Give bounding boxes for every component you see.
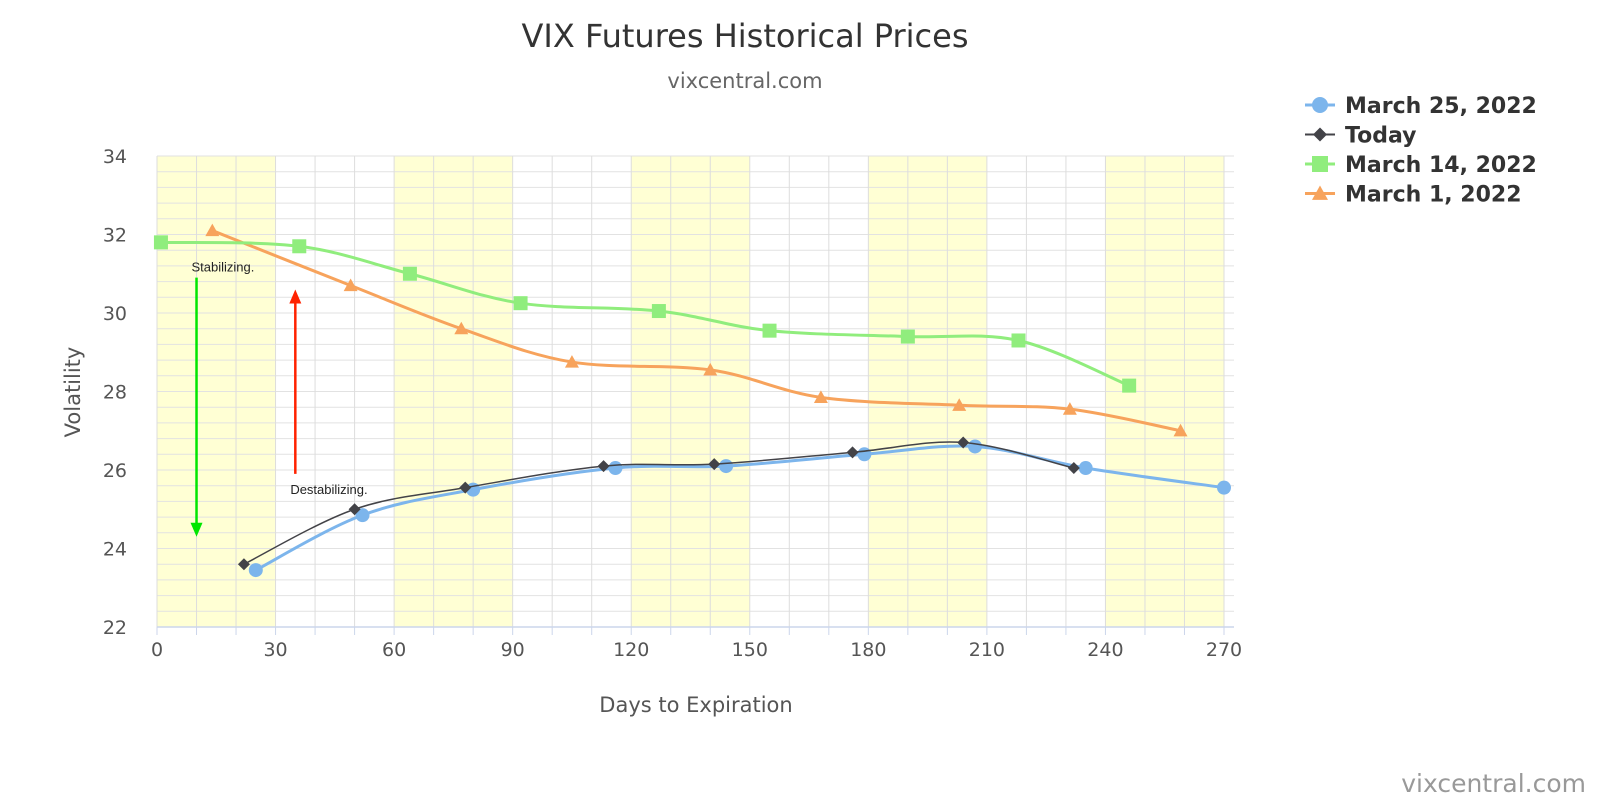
annotation-up: Destabilizing. <box>289 289 368 497</box>
y-tick-label: 22 <box>103 617 127 639</box>
data-point[interactable] <box>348 503 361 516</box>
data-point[interactable] <box>968 439 983 454</box>
legend-item[interactable]: March 1, 2022 <box>1305 183 1522 208</box>
y-tick-label: 30 <box>103 303 127 325</box>
chart-title: VIX Futures Historical Prices <box>522 17 969 55</box>
data-point[interactable] <box>813 390 828 403</box>
legend-item[interactable]: Today <box>1305 124 1416 149</box>
data-point[interactable] <box>292 239 307 254</box>
chart-subtitle: vixcentral.com <box>667 69 822 93</box>
x-tick-label: 210 <box>969 639 1005 661</box>
annotations: Stabilizing. Destabilizing. <box>190 260 368 537</box>
data-point[interactable] <box>1062 402 1077 415</box>
annotation-arrow-head <box>190 522 203 537</box>
x-axis-title: Days to Expiration <box>599 693 792 717</box>
data-point[interactable] <box>651 304 666 319</box>
legend-label[interactable]: March 25, 2022 <box>1345 94 1537 119</box>
data-point[interactable] <box>1173 423 1188 437</box>
y-tick-label: 28 <box>103 382 127 404</box>
legend-label[interactable]: March 1, 2022 <box>1345 183 1522 208</box>
x-tick-label: 30 <box>263 639 287 661</box>
data-point[interactable] <box>248 563 263 578</box>
data-point[interactable] <box>454 321 469 335</box>
data-point[interactable] <box>343 278 358 292</box>
credit-text[interactable]: vixcentral.com <box>1401 769 1586 798</box>
data-point[interactable] <box>597 460 610 473</box>
y-tick-label: 24 <box>103 539 127 561</box>
series-march-25-2022 <box>248 439 1231 578</box>
data-point[interactable] <box>564 355 579 368</box>
data-point <box>1312 185 1328 200</box>
grid-lines <box>156 155 1234 628</box>
x-tick-label: 150 <box>732 639 768 661</box>
data-point[interactable] <box>1122 378 1137 393</box>
legend-label[interactable]: Today <box>1345 124 1416 149</box>
data-point[interactable] <box>762 323 777 338</box>
data-point[interactable] <box>957 436 970 449</box>
series-line <box>243 441 1074 565</box>
x-tick-label: 0 <box>151 639 163 661</box>
y-tick-label: 26 <box>103 460 127 482</box>
x-tick-label: 270 <box>1206 639 1242 661</box>
x-tick-label: 180 <box>850 639 886 661</box>
x-tick-label: 120 <box>613 639 649 661</box>
data-point[interactable] <box>1067 462 1080 475</box>
series-march-1-2022 <box>205 223 1188 437</box>
y-tick-label: 34 <box>103 146 127 168</box>
legend-item[interactable]: March 14, 2022 <box>1305 153 1537 178</box>
data-point <box>1312 97 1328 113</box>
annotation-down: Stabilizing. <box>190 260 255 537</box>
data-point[interactable] <box>708 458 721 471</box>
data-point[interactable] <box>402 266 417 281</box>
data-point[interactable] <box>857 447 872 462</box>
x-tick-label: 60 <box>382 639 406 661</box>
data-point[interactable] <box>1011 333 1026 348</box>
annotation-label: Destabilizing. <box>290 482 367 497</box>
x-tick-label: 90 <box>501 639 525 661</box>
y-axis-title: Volatility <box>61 347 85 438</box>
series-group <box>153 223 1231 578</box>
data-point[interactable] <box>459 481 472 494</box>
axes: 0 30 60 90 120 150 180 210 240 270 22 24 26 28 30 32 34 <box>103 146 1242 661</box>
data-point[interactable] <box>237 558 250 571</box>
data-point[interactable] <box>719 459 734 474</box>
data-point[interactable] <box>205 223 220 237</box>
x-tick-label: 240 <box>1087 639 1123 661</box>
series-march-14-2022 <box>153 235 1137 393</box>
data-point[interactable] <box>1078 461 1093 476</box>
annotation-arrow-head <box>289 289 302 304</box>
series-today <box>237 436 1080 571</box>
data-point[interactable] <box>153 235 168 250</box>
data-point[interactable] <box>900 329 915 344</box>
data-point[interactable] <box>846 446 859 459</box>
data-point[interactable] <box>703 362 718 376</box>
data-point <box>1312 156 1328 172</box>
data-point[interactable] <box>608 461 623 476</box>
legend[interactable]: March 25, 2022 Today March 14, 2022 March 1… <box>1305 94 1537 208</box>
data-point <box>1313 127 1327 142</box>
legend-item[interactable]: March 25, 2022 <box>1305 94 1537 119</box>
data-point[interactable] <box>1217 480 1231 495</box>
data-point[interactable] <box>355 508 370 523</box>
legend-label[interactable]: March 14, 2022 <box>1345 153 1537 178</box>
y-tick-label: 32 <box>103 225 127 247</box>
data-point[interactable] <box>952 398 967 411</box>
data-point[interactable] <box>513 296 528 311</box>
annotation-label: Stabilizing. <box>192 260 255 275</box>
